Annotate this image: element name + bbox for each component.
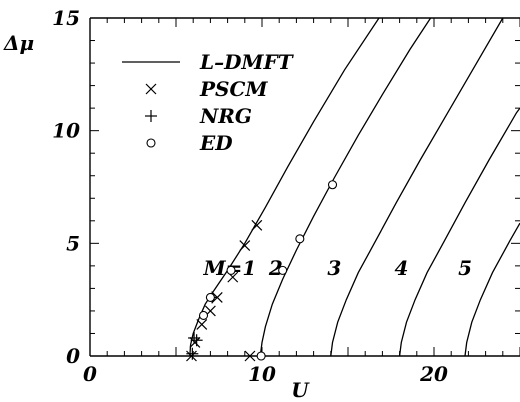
nrg-point bbox=[186, 347, 199, 360]
pscm-point-stroke bbox=[227, 271, 239, 283]
x-tick-label: 20 bbox=[419, 362, 448, 386]
ed-point bbox=[327, 180, 338, 190]
y-tick-label: 0 bbox=[66, 344, 80, 368]
curve-label-3: 3 bbox=[327, 256, 341, 280]
pscm-point-stroke bbox=[251, 219, 263, 231]
y-tick-label: 10 bbox=[52, 119, 80, 143]
pscm-point bbox=[244, 350, 256, 362]
legend-circle-symbol bbox=[146, 138, 156, 148]
legend-entry: NRG bbox=[145, 104, 252, 128]
curve-label-5: 5 bbox=[458, 256, 472, 280]
pscm-point-stroke bbox=[196, 319, 208, 330]
y-tick-label: 5 bbox=[66, 231, 80, 255]
pscm-point bbox=[251, 219, 263, 231]
ed-point bbox=[198, 310, 209, 320]
legend-x-symbol bbox=[145, 83, 157, 95]
legend-label: PSCM bbox=[199, 77, 268, 101]
pscm-point bbox=[196, 319, 208, 330]
ldmft-curve-5 bbox=[464, 222, 520, 356]
pscm-point-stroke bbox=[244, 350, 256, 362]
legend-entry: ED bbox=[146, 131, 233, 155]
legend-label: L–DMFT bbox=[199, 50, 295, 74]
legend-label: NRG bbox=[199, 104, 252, 128]
x-axis-label: U bbox=[291, 378, 310, 402]
ed-point bbox=[278, 265, 288, 275]
ed-point bbox=[205, 292, 215, 302]
ed-point bbox=[256, 351, 266, 361]
pscm-point bbox=[186, 350, 197, 362]
ed-point bbox=[295, 234, 305, 244]
ed-point bbox=[226, 265, 236, 275]
pscm-point-stroke bbox=[239, 240, 251, 252]
pscm-point bbox=[239, 240, 251, 252]
legend-entry: L–DMFT bbox=[122, 50, 295, 74]
pscm-point-stroke bbox=[186, 350, 197, 362]
nrg-point bbox=[190, 334, 203, 347]
ldmft-curve-3 bbox=[330, 18, 504, 356]
curve-label-4: 4 bbox=[394, 256, 408, 280]
legend-entry: PSCM bbox=[145, 77, 268, 101]
pscm-point-stroke bbox=[189, 337, 201, 348]
y-tick-label: 15 bbox=[52, 6, 80, 30]
ldmft-curve-2 bbox=[259, 18, 432, 356]
y-axis-label: Δμ bbox=[3, 31, 34, 55]
pscm-point bbox=[189, 337, 201, 348]
nrg-point bbox=[188, 331, 201, 344]
x-tick-label: 0 bbox=[83, 362, 97, 386]
x-tick-label: 10 bbox=[248, 362, 276, 386]
ldmft-curve-4 bbox=[398, 107, 520, 356]
curve-label-2: 2 bbox=[268, 256, 283, 280]
legend-label: ED bbox=[199, 131, 233, 155]
